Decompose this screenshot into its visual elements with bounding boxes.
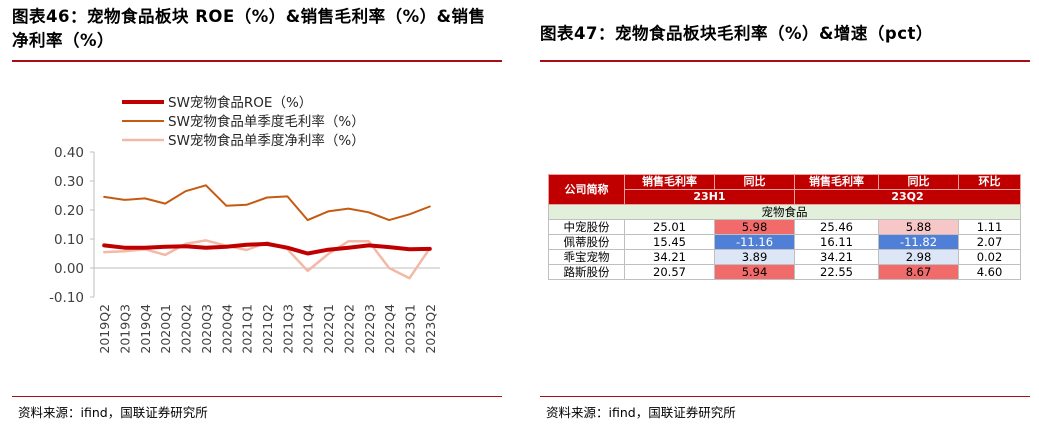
series-line-0 xyxy=(102,241,432,256)
table-row: 路斯股份 20.57 5.94 22.55 8.67 4.60 xyxy=(548,264,1021,280)
yoy-q2: -11.82 xyxy=(878,234,959,250)
right-figure-title: 图表47：宠物食品板块毛利率（%）&增速（pct） xyxy=(540,24,933,43)
x-tick-label: 2019Q2 xyxy=(97,304,112,354)
x-tick-label: 2023Q1 xyxy=(402,304,417,354)
right-panel: 图表47：宠物食品板块毛利率（%）&增速（pct） 公司简称 销售毛利率 同比 … xyxy=(540,0,1030,424)
y-tick-label: 0.00 xyxy=(54,261,84,277)
x-tick-label: 2019Q3 xyxy=(118,304,133,354)
col-header-yoy-h1: 同比 xyxy=(714,174,795,190)
yoy-h1: 3.89 xyxy=(714,249,795,265)
x-tick-label: 2020Q2 xyxy=(179,304,194,354)
table-row: 佩蒂股份 15.45 -11.16 16.11 -11.82 2.07 xyxy=(548,234,1021,250)
gm-h1: 25.01 xyxy=(624,219,715,235)
yoy-q2: 2.98 xyxy=(878,249,959,265)
period-header-23q2: 23Q2 xyxy=(794,189,1021,205)
legend-label: SW宠物食品ROE（%） xyxy=(168,94,312,111)
right-source-note: 资料来源：ifind，国联证券研究所 xyxy=(546,405,736,420)
table-header-row: 公司简称 销售毛利率 同比 销售毛利率 同比 环比 xyxy=(548,174,1021,205)
x-tick-label: 2020Q3 xyxy=(199,304,214,354)
right-title-rule xyxy=(540,60,1030,62)
gm-h1: 34.21 xyxy=(624,249,715,265)
legend-label: SW宠物食品单季度净利率（%） xyxy=(168,132,365,149)
y-tick-label: -0.10 xyxy=(49,290,84,306)
company-name: 佩蒂股份 xyxy=(548,234,625,250)
x-tick-label: 2021Q4 xyxy=(301,304,316,354)
gross-margin-table: 公司简称 销售毛利率 同比 销售毛利率 同比 环比 23H1 23Q2 宠物食品… xyxy=(548,174,1021,280)
left-title-rule xyxy=(12,60,502,62)
col-header-company: 公司简称 xyxy=(548,174,625,205)
yoy-h1: 5.98 xyxy=(714,219,795,235)
gm-q2: 25.46 xyxy=(794,219,879,235)
y-tick-label: 0.30 xyxy=(54,174,84,190)
col-header-qoq: 环比 xyxy=(958,174,1021,190)
y-tick-label: 0.10 xyxy=(54,232,84,248)
col-header-gm-q2: 销售毛利率 xyxy=(794,174,879,190)
left-source-note: 资料来源：ifind，国联证券研究所 xyxy=(18,405,208,420)
gm-h1: 20.57 xyxy=(624,264,715,280)
x-tick-label: 2022Q3 xyxy=(362,304,377,354)
qoq: 4.60 xyxy=(958,264,1021,280)
table-row: 乖宝宠物 34.21 3.89 34.21 2.98 0.02 xyxy=(548,249,1021,265)
table-row: 中宠股份 25.01 5.98 25.46 5.88 1.11 xyxy=(548,219,1021,235)
qoq: 0.02 xyxy=(958,249,1021,265)
x-tick-label: 2022Q4 xyxy=(382,304,397,354)
line-chart: -0.10 0.00 0.10 0.20 0.30 0.40 2019Q2 2019Q3 201… xyxy=(49,94,440,354)
yoy-q2: 5.88 xyxy=(878,219,959,235)
x-tick-label: 2019Q4 xyxy=(138,304,153,354)
left-figure-title: 图表46：宠物食品板块 ROE（%）&销售毛利率（%）&销售净利率（%） xyxy=(12,7,486,50)
x-tick-label: 2021Q3 xyxy=(280,304,295,354)
x-tick-label: 2022Q1 xyxy=(321,304,336,354)
gm-q2: 16.11 xyxy=(794,234,879,250)
x-tick-label: 2023Q2 xyxy=(423,304,438,354)
x-tick-label: 2021Q2 xyxy=(260,304,275,354)
sector-row: 宠物食品 xyxy=(548,204,1021,220)
left-panel: 图表46：宠物食品板块 ROE（%）&销售毛利率（%）&销售净利率（%） -0.… xyxy=(12,0,502,424)
y-tick-label: 0.40 xyxy=(54,145,84,161)
sector-label: 宠物食品 xyxy=(548,204,1021,220)
yoy-q2: 8.67 xyxy=(878,264,959,280)
col-header-yoy-q2: 同比 xyxy=(878,174,959,190)
right-bottom-rule xyxy=(540,396,1030,397)
qoq: 1.11 xyxy=(958,219,1021,235)
x-tick-label: 2021Q1 xyxy=(240,304,255,354)
x-tick-label: 2022Q2 xyxy=(341,304,356,354)
gm-h1: 15.45 xyxy=(624,234,715,250)
x-tick-label: 2020Q1 xyxy=(158,304,173,354)
yoy-h1: 5.94 xyxy=(714,264,795,280)
col-header-gm-h1: 销售毛利率 xyxy=(624,174,715,190)
series-line-1 xyxy=(103,184,431,222)
gm-q2: 34.21 xyxy=(794,249,879,265)
x-tick-label: 2020Q4 xyxy=(219,304,234,354)
company-name: 乖宝宠物 xyxy=(548,249,625,265)
gm-q2: 22.55 xyxy=(794,264,879,280)
yoy-h1: -11.16 xyxy=(714,234,795,250)
period-header-23h1: 23H1 xyxy=(624,189,795,205)
legend-label: SW宠物食品单季度毛利率（%） xyxy=(168,113,365,130)
qoq: 2.07 xyxy=(958,234,1021,250)
company-name: 中宠股份 xyxy=(548,219,625,235)
y-tick-label: 0.20 xyxy=(54,203,84,219)
left-bottom-rule xyxy=(12,396,502,397)
company-name: 路斯股份 xyxy=(548,264,625,280)
